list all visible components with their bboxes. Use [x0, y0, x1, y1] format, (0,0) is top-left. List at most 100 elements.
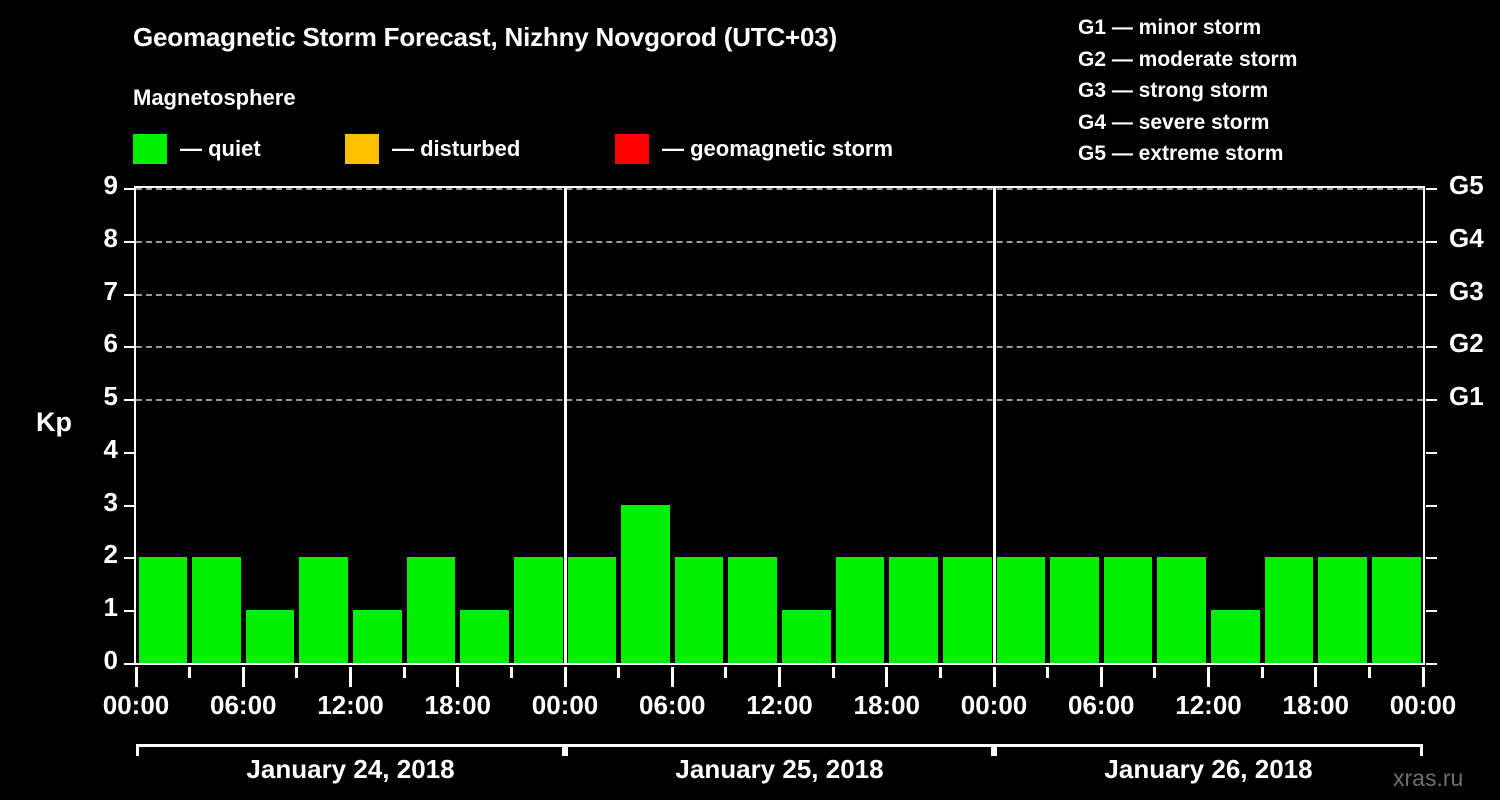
- x-tick-minor: [831, 667, 835, 678]
- day-label: January 24, 2018: [246, 754, 455, 784]
- g-scale-line-g4: G4 — severe storm: [1078, 110, 1270, 134]
- y-tick-label: 2: [103, 539, 118, 570]
- legend-item-disturbed: — disturbed: [345, 133, 520, 165]
- right-tick-mark: [1426, 240, 1437, 243]
- bar: [513, 557, 563, 663]
- x-tick-label: 18:00: [424, 690, 492, 720]
- right-tick-mark: [1426, 188, 1437, 190]
- day-bracket: [136, 744, 565, 756]
- x-tick-label: 06:00: [1068, 690, 1135, 720]
- legend-label-disturbed: — disturbed: [392, 136, 521, 161]
- x-tick-minor: [938, 667, 942, 678]
- bar: [728, 557, 777, 663]
- bar: [1103, 557, 1153, 663]
- x-tick-major: [134, 667, 138, 687]
- y-tick-mark: [124, 346, 135, 349]
- g-tick-label: G3: [1449, 275, 1484, 306]
- g-scale-legend: G1 — minor storm G2 — moderate storm G3 …: [1078, 12, 1297, 170]
- x-tick-label: 00:00: [102, 690, 170, 720]
- y-axis-title: Kp: [36, 407, 72, 437]
- legend-item-geomagnetic-storm: — geomagnetic storm: [615, 133, 893, 165]
- x-tick-major: [1099, 667, 1103, 687]
- g-scale-line-g2: G2 — moderate storm: [1078, 47, 1298, 71]
- bar: [889, 557, 938, 663]
- g-tick-label: G4: [1449, 222, 1484, 253]
- bar: [621, 504, 670, 663]
- x-tick-major: [456, 667, 460, 687]
- day-separator: [563, 188, 567, 663]
- g-tick-label: G5: [1449, 170, 1484, 200]
- y-tick-label: 9: [103, 170, 118, 200]
- legend-swatch-geomagnetic-storm-icon: [615, 134, 649, 164]
- y-tick-label: 8: [103, 222, 118, 253]
- y-tick-mark: [124, 663, 135, 665]
- y-tick-label: 0: [103, 645, 118, 675]
- g-scale-line-g1: G1 — minor storm: [1078, 16, 1262, 39]
- day-label: January 25, 2018: [675, 754, 884, 784]
- bar: [245, 610, 295, 663]
- bar: [567, 557, 617, 663]
- x-tick-minor: [188, 667, 192, 678]
- bar: [299, 557, 348, 663]
- x-tick-minor: [295, 667, 299, 678]
- plot-inner: [136, 188, 1423, 663]
- x-tick-label: 06:00: [210, 690, 277, 720]
- x-tick-label: 12:00: [746, 690, 813, 720]
- bar: [1318, 557, 1367, 663]
- x-tick-label: 12:00: [1175, 690, 1242, 720]
- y-tick-mark: [124, 188, 135, 190]
- bar: [1211, 610, 1260, 663]
- right-tick-mark: [1426, 451, 1437, 454]
- bar: [835, 557, 885, 663]
- right-tick-mark: [1426, 399, 1437, 402]
- g-tick-label: G1: [1449, 381, 1484, 412]
- bar: [674, 557, 724, 663]
- x-tick-minor: [402, 667, 406, 678]
- bar: [138, 557, 188, 663]
- g-scale-line-g3: G3 — strong storm: [1078, 79, 1269, 102]
- x-tick-minor: [1153, 667, 1157, 678]
- y-tick-mark: [124, 451, 135, 454]
- legend-label-quiet: — quiet: [180, 136, 261, 161]
- x-tick-label: 00:00: [1389, 690, 1457, 720]
- gridline: [136, 240, 1423, 243]
- x-tick-label: 00:00: [531, 690, 599, 720]
- bar: [1371, 557, 1421, 663]
- x-tick-major: [670, 667, 674, 687]
- bar: [1264, 557, 1314, 663]
- day-bracket: [994, 744, 1423, 756]
- bar: [996, 557, 1046, 663]
- x-tick-label: 12:00: [317, 690, 384, 720]
- legend-label-geomagnetic-storm: — geomagnetic storm: [662, 136, 894, 161]
- day-label: January 26, 2018: [1104, 754, 1313, 784]
- y-tick-label: 5: [103, 381, 118, 412]
- y-tick-mark: [124, 240, 135, 243]
- right-tick-mark: [1426, 557, 1437, 560]
- bar: [1050, 557, 1099, 663]
- legend-item-quiet: — quiet: [133, 133, 261, 165]
- bar: [460, 610, 509, 663]
- right-tick-mark: [1426, 346, 1437, 349]
- x-tick-major: [1421, 667, 1425, 687]
- x-tick-minor: [1046, 667, 1050, 678]
- bar: [192, 557, 241, 663]
- page-title: Geomagnetic Storm Forecast, Nizhny Novgo…: [133, 22, 837, 52]
- y-tick-label: 1: [103, 592, 118, 623]
- day-separator: [992, 188, 996, 663]
- x-tick-major: [1314, 667, 1318, 687]
- y-tick-label: 7: [103, 275, 118, 306]
- x-tick-label: 06:00: [639, 690, 706, 720]
- x-tick-minor: [617, 667, 621, 678]
- bar: [782, 610, 831, 663]
- bar: [942, 557, 992, 663]
- x-tick-major: [992, 667, 996, 687]
- gridline: [136, 399, 1423, 402]
- gridline: [136, 346, 1423, 349]
- y-tick-mark: [124, 399, 135, 402]
- legend-swatch-quiet-icon: [133, 134, 167, 164]
- legend-swatch-disturbed-icon: [345, 134, 379, 164]
- right-tick-mark: [1426, 504, 1437, 507]
- y-tick-label: 6: [103, 328, 118, 359]
- y-tick-label: 4: [103, 433, 118, 464]
